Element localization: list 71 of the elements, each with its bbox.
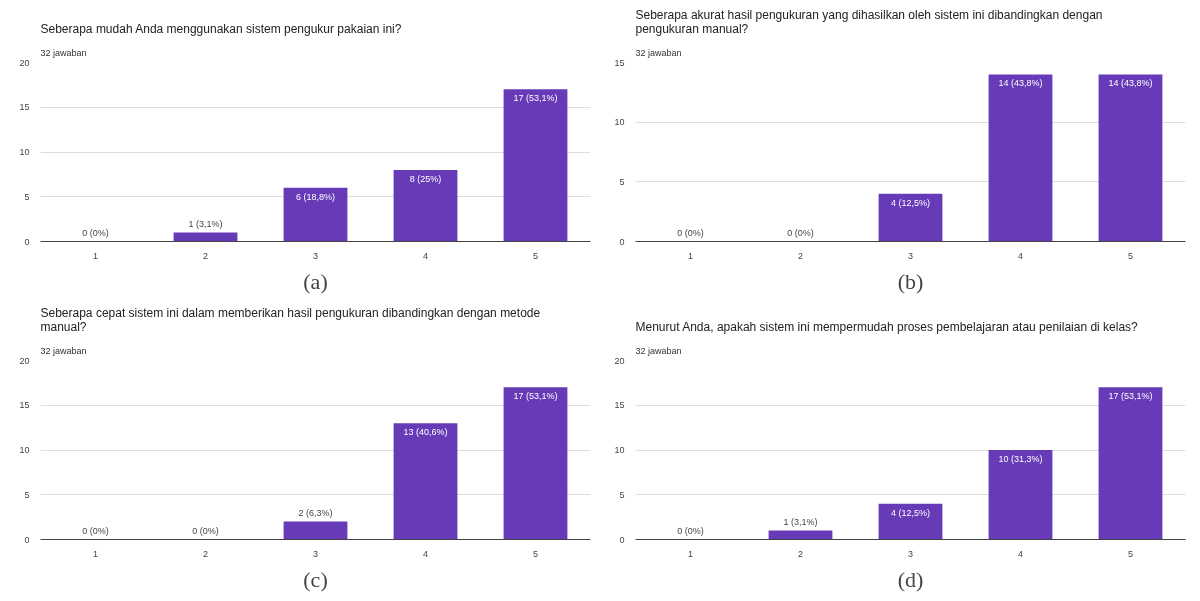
data-label: 2 (6,3%) xyxy=(298,507,333,518)
y-tick-label: 10 xyxy=(614,117,625,128)
x-tick-label: 4 xyxy=(423,548,429,559)
y-tick-label: 10 xyxy=(19,445,30,455)
y-tick-label: 0 xyxy=(619,534,625,545)
chart-subtitle: 32 jawaban xyxy=(40,47,87,58)
x-tick-label: 4 xyxy=(423,250,429,261)
x-tick-label: 1 xyxy=(688,250,694,261)
y-tick-label: 5 xyxy=(24,191,30,202)
x-tick-label: 2 xyxy=(798,250,804,261)
x-tick-label: 5 xyxy=(1128,250,1134,261)
data-label: 0 (0%) xyxy=(192,525,219,536)
x-tick-label: 5 xyxy=(533,250,539,261)
y-tick-label: 20 xyxy=(19,355,30,366)
x-tick-label: 5 xyxy=(533,548,539,559)
data-label: 0 (0%) xyxy=(677,227,704,238)
x-tick-label: 4 xyxy=(1018,250,1024,261)
y-tick-label: 20 xyxy=(19,57,30,68)
x-tick-label: 2 xyxy=(203,548,209,559)
data-label: 0 (0%) xyxy=(677,525,704,536)
chart-subtitle: 32 jawaban xyxy=(635,47,682,58)
x-tick-label: 3 xyxy=(908,250,914,261)
y-tick-label: 15 xyxy=(19,102,30,113)
data-label: 0 (0%) xyxy=(82,525,109,536)
data-label: 14 (43,8%) xyxy=(998,78,1043,89)
x-tick-label: 4 xyxy=(1018,548,1024,559)
y-tick-label: 5 xyxy=(24,489,30,500)
text: (a) xyxy=(303,268,328,294)
data-label: 17 (53,1%) xyxy=(513,391,558,402)
y-tick-label: 15 xyxy=(614,400,625,411)
data-label: 4 (12,5%) xyxy=(890,507,931,518)
x-tick-label: 3 xyxy=(313,548,319,559)
chart-title: Seberapa mudah Anda menggunakan sistem pengukur pakaian ini? xyxy=(40,21,402,36)
x-tick-label: 1 xyxy=(93,548,99,559)
data-label: 6 (18,8%) xyxy=(295,191,336,202)
chart-subtitle: 32 jawaban xyxy=(635,345,682,356)
data-label: 14 (43,8%) xyxy=(1108,78,1153,89)
y-tick-label: 0 xyxy=(24,236,30,247)
data-label: 1 (3,1%) xyxy=(783,516,818,527)
data-label: 13 (40,6%) xyxy=(403,427,448,438)
chart-title: Seberapa akurat hasil pengukuran yang dihasilkan oleh sistem ini dibandingkan dengan pengukuran manual? xyxy=(635,7,1103,36)
text: (b) xyxy=(897,268,924,294)
chart-title: Seberapa cepat sistem ini dalam memberikan hasil pengukuran dibandingkan dengan metode manual? xyxy=(40,305,541,334)
y-tick-label: 20 xyxy=(614,355,625,366)
x-tick-label: 3 xyxy=(908,548,914,559)
y-tick-label: 0 xyxy=(619,236,625,247)
y-tick-label: 10 xyxy=(19,147,30,157)
x-tick-label: 1 xyxy=(688,548,694,559)
x-tick-label: 2 xyxy=(203,250,209,261)
data-label: 8 (25%) xyxy=(409,173,442,184)
y-tick-label: 10 xyxy=(614,445,625,455)
text: (d) xyxy=(897,566,924,592)
chart-title: Menurut Anda, apakah sistem ini mempermudah proses pembelajaran atau penilaian di kelas? xyxy=(635,319,1139,334)
data-label: 1 (3,1%) xyxy=(188,218,223,229)
y-tick-label: 5 xyxy=(619,489,625,500)
y-tick-label: 15 xyxy=(19,400,30,411)
data-label: 0 (0%) xyxy=(787,227,814,238)
x-tick-label: 1 xyxy=(93,250,99,261)
x-tick-label: 3 xyxy=(313,250,319,261)
y-tick-label: 5 xyxy=(619,176,625,187)
text: (c) xyxy=(303,566,328,592)
data-label: 17 (53,1%) xyxy=(513,93,558,104)
x-tick-label: 2 xyxy=(798,548,804,559)
y-tick-label: 0 xyxy=(24,534,30,545)
data-label: 10 (31,3%) xyxy=(998,454,1043,464)
data-label: 17 (53,1%) xyxy=(1108,391,1153,402)
x-tick-label: 5 xyxy=(1128,548,1134,559)
data-label: 0 (0%) xyxy=(82,227,109,238)
data-label: 4 (12,5%) xyxy=(890,197,931,208)
chart-subtitle: 32 jawaban xyxy=(40,345,87,356)
y-tick-label: 15 xyxy=(614,57,625,68)
